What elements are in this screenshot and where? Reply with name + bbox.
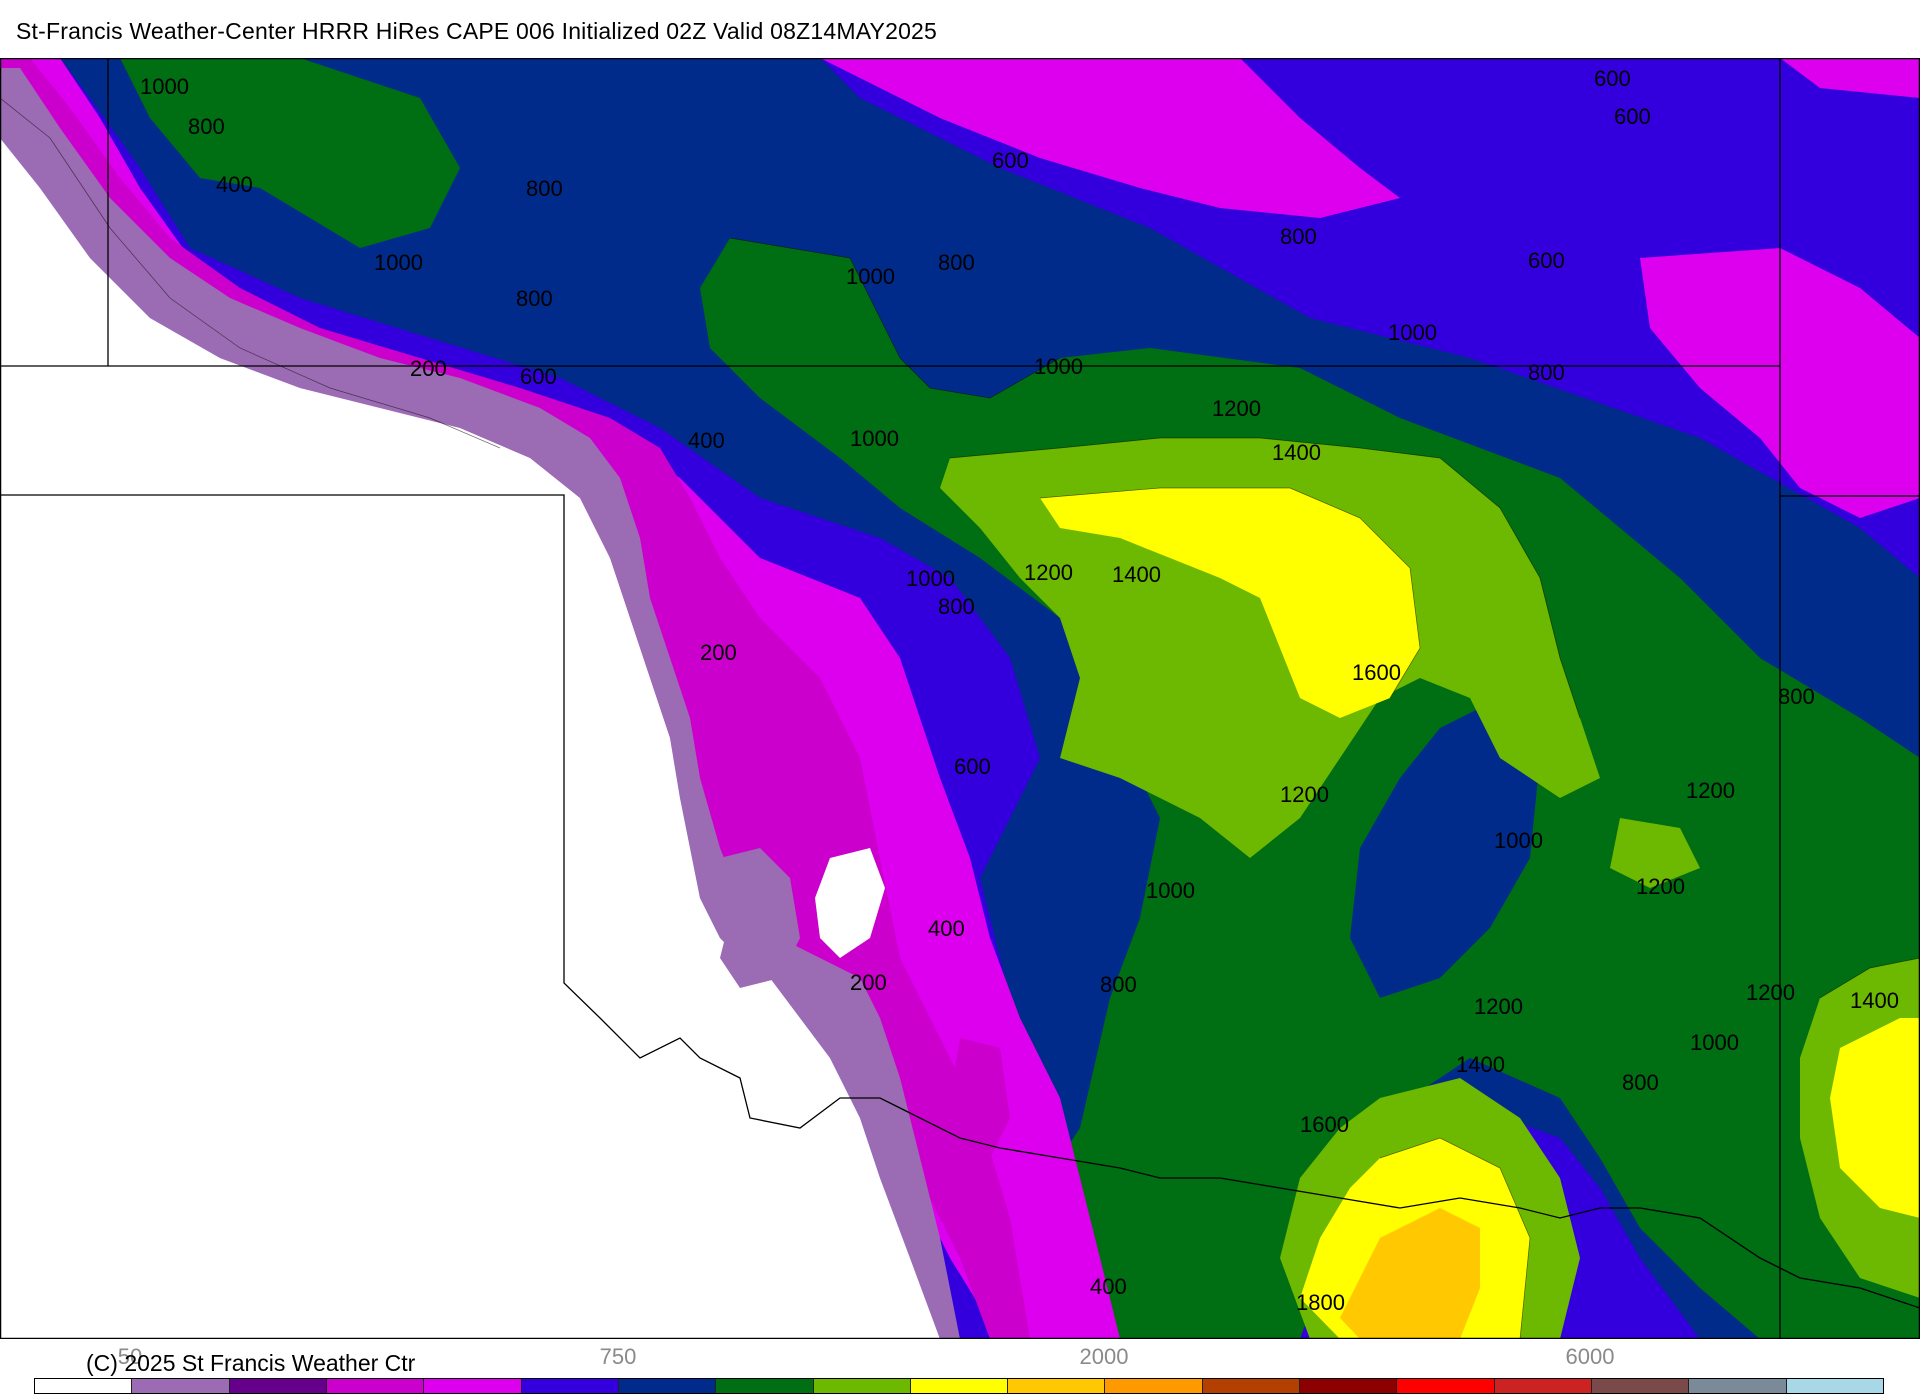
contour-label: 1000 bbox=[1388, 320, 1437, 345]
contour-label: 1600 bbox=[1300, 1112, 1349, 1137]
contour-label: 400 bbox=[928, 916, 965, 941]
colorbar-swatch bbox=[910, 1379, 1009, 1393]
cape-band-1800 bbox=[1340, 1208, 1480, 1339]
cape-band-1600 bbox=[1040, 488, 1920, 1339]
contour-label: 1200 bbox=[1636, 874, 1685, 899]
colorbar-swatch bbox=[1592, 1379, 1690, 1393]
contour-label: 1000 bbox=[1146, 878, 1195, 903]
colorbar-swatch bbox=[1397, 1379, 1495, 1393]
contour-label: 800 bbox=[938, 250, 975, 275]
contour-lines bbox=[0, 97, 1920, 1339]
contour-label: 1000 bbox=[846, 264, 895, 289]
contour-label: 200 bbox=[850, 970, 887, 995]
contour-label: 1000 bbox=[1690, 1030, 1739, 1055]
contour-label: 800 bbox=[1280, 224, 1317, 249]
contour-label: 600 bbox=[992, 148, 1029, 173]
colorbar-swatch bbox=[1786, 1379, 1883, 1393]
contour-label: 1200 bbox=[1280, 782, 1329, 807]
contour-label: 1200 bbox=[1212, 396, 1261, 421]
cape-band-200 bbox=[0, 68, 960, 1339]
contour-label: 800 bbox=[1100, 972, 1137, 997]
contour-label: 600 bbox=[520, 364, 557, 389]
ocean-area bbox=[0, 138, 940, 1339]
contour-label: 800 bbox=[1778, 684, 1815, 709]
boundary-lines bbox=[0, 58, 1920, 1339]
coastal-island-2 bbox=[950, 1038, 1010, 1158]
contour-label: 1000 bbox=[906, 566, 955, 591]
contour-label: 200 bbox=[700, 640, 737, 665]
contour-label: 1400 bbox=[1456, 1052, 1505, 1077]
contour-label: 800 bbox=[526, 176, 563, 201]
contour-label: 200 bbox=[410, 356, 447, 381]
cape-map: 1000 800 400 800 1000 800 200 600 400 10… bbox=[0, 58, 1920, 1339]
map-title: St-Francis Weather-Center HRRR HiRes CAP… bbox=[16, 18, 938, 44]
coastal-island bbox=[720, 848, 800, 988]
colorbar-swatch bbox=[1008, 1379, 1106, 1393]
contour-label: 1400 bbox=[1272, 440, 1321, 465]
cape-colorbar bbox=[34, 1378, 1884, 1394]
colorbar-swatch bbox=[813, 1379, 911, 1393]
cape-band-1000-pocket bbox=[1350, 698, 1540, 998]
colorbar-tick-label: 2000 bbox=[1079, 1344, 1129, 1369]
contour-labels: 1000 800 400 800 1000 800 200 600 400 10… bbox=[140, 66, 1899, 1315]
contour-label: 600 bbox=[1594, 66, 1631, 91]
colorbar-swatch bbox=[35, 1379, 133, 1393]
colorbar-swatch bbox=[424, 1379, 522, 1393]
contour-label: 1200 bbox=[1024, 560, 1073, 585]
contour-label: 1200 bbox=[1746, 980, 1795, 1005]
lake-area bbox=[815, 848, 885, 958]
colorbar-swatch bbox=[1689, 1379, 1787, 1393]
contour-label: 1800 bbox=[1296, 1290, 1345, 1315]
colorbar-swatch bbox=[326, 1379, 425, 1393]
contour-label: 800 bbox=[516, 286, 553, 311]
contour-label: 800 bbox=[188, 114, 225, 139]
colorbar-swatch bbox=[1202, 1379, 1301, 1393]
colorbar-swatch bbox=[521, 1379, 619, 1393]
colorbar-swatch bbox=[716, 1379, 814, 1393]
contour-label: 1200 bbox=[1686, 778, 1735, 803]
contour-label: 800 bbox=[1528, 360, 1565, 385]
contour-label: 400 bbox=[688, 428, 725, 453]
contour-label: 1000 bbox=[1494, 828, 1543, 853]
contour-label: 400 bbox=[216, 172, 253, 197]
colorbar-tick-label: 750 bbox=[599, 1344, 637, 1369]
contour-label: 400 bbox=[1090, 1274, 1127, 1299]
colorbar-tick-label: 6000 bbox=[1565, 1344, 1615, 1369]
colorbar-swatch bbox=[1494, 1379, 1592, 1393]
contour-label: 600 bbox=[1528, 248, 1565, 273]
contour-label: 1600 bbox=[1352, 660, 1401, 685]
contour-label: 1200 bbox=[1474, 994, 1523, 1019]
colorbar-tick-label: 50 bbox=[117, 1344, 143, 1369]
cape-band-1400 bbox=[940, 438, 1920, 1339]
contour-label: 800 bbox=[938, 594, 975, 619]
contour-label: 1000 bbox=[1034, 354, 1083, 379]
colorbar-tick-labels: 50 750 2000 6000 bbox=[0, 1344, 1920, 1370]
contour-label: 1000 bbox=[140, 74, 189, 99]
colorbar-swatch bbox=[132, 1379, 230, 1393]
colorbar-swatch bbox=[618, 1379, 717, 1393]
cape-band-1200 bbox=[120, 58, 1920, 1339]
contour-label: 1400 bbox=[1112, 562, 1161, 587]
contour-label: 800 bbox=[1622, 1070, 1659, 1095]
colorbar-swatch bbox=[229, 1379, 327, 1393]
copyright-text: (C) 2025 St Francis Weather Ctr bbox=[86, 1350, 416, 1376]
cape-band-400 bbox=[0, 58, 1030, 1339]
contour-label: 600 bbox=[954, 754, 991, 779]
contour-label: 1000 bbox=[850, 426, 899, 451]
contour-label: 1400 bbox=[1850, 988, 1899, 1013]
colorbar-swatch bbox=[1105, 1379, 1203, 1393]
contour-label: 600 bbox=[1614, 104, 1651, 129]
contour-label: 1000 bbox=[374, 250, 423, 275]
colorbar-swatch bbox=[1300, 1379, 1398, 1393]
